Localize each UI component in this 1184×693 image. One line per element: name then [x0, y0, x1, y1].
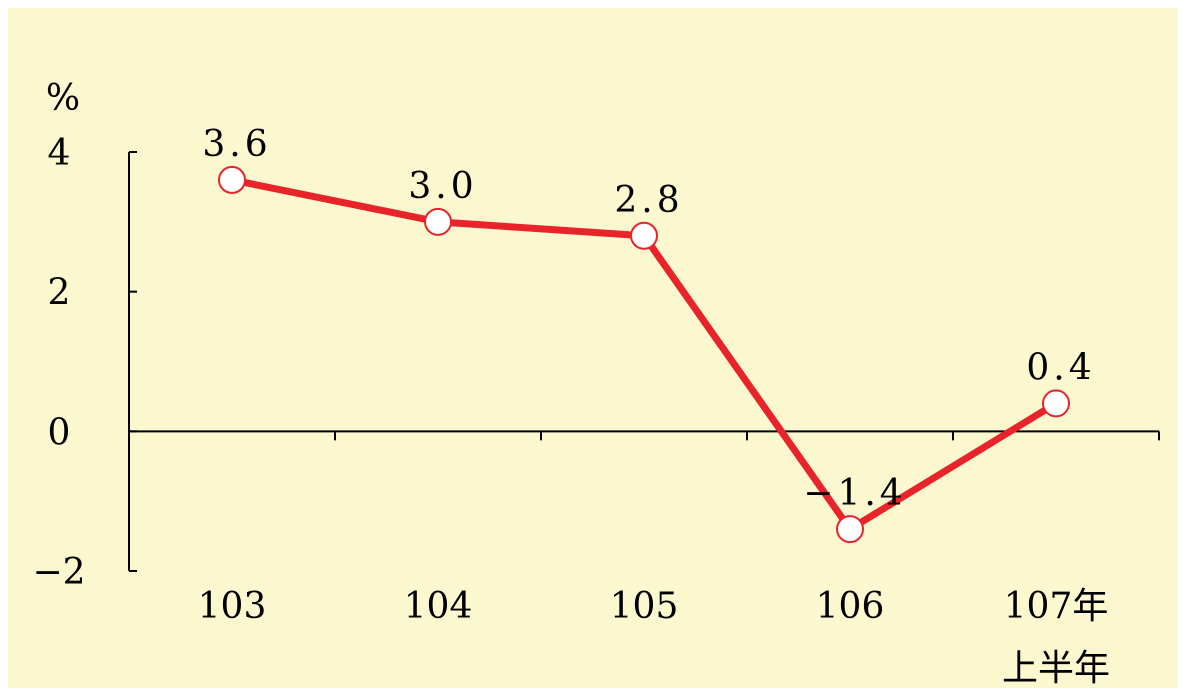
x-tick-label: 106: [816, 586, 885, 627]
data-label: 0.4: [1026, 347, 1095, 388]
axes: [128, 151, 1160, 572]
data-label: 2.8: [614, 180, 683, 221]
y-tick-label: 2: [48, 273, 71, 314]
y-tick-label: 0: [48, 412, 71, 453]
data-labels: 3.6 3.0 2.8 −1.4 0.4: [202, 124, 1095, 514]
data-point-markers: [218, 165, 1070, 544]
data-label: −1.4: [803, 473, 906, 514]
data-label: 3.6: [202, 124, 271, 165]
chart-background: [8, 8, 1178, 688]
data-point-marker: [630, 221, 658, 250]
y-tick-label: −2: [32, 552, 85, 593]
y-tick-label: 4: [48, 133, 71, 174]
data-point-marker: [218, 165, 246, 194]
x-tick-label: 104: [404, 586, 473, 627]
x-tick-label: 107年: [1004, 586, 1109, 627]
data-point-marker: [1042, 389, 1070, 418]
chart-panel: % 4 2 0 −2 103 104 105 106 107年上半年 3.6 3.0 2.8 −1.…: [8, 8, 1178, 689]
data-label: 3.0: [408, 166, 477, 207]
data-point-marker: [424, 207, 452, 236]
data-point-marker: [836, 515, 864, 544]
y-unit-label: %: [46, 78, 80, 119]
y-tick-labels: 4 2 0 −2: [32, 133, 85, 593]
x-tick-label: 103: [198, 586, 267, 627]
x-tick-sublabel: 上半年: [1002, 648, 1110, 688]
x-tick-label: 105: [610, 586, 679, 627]
